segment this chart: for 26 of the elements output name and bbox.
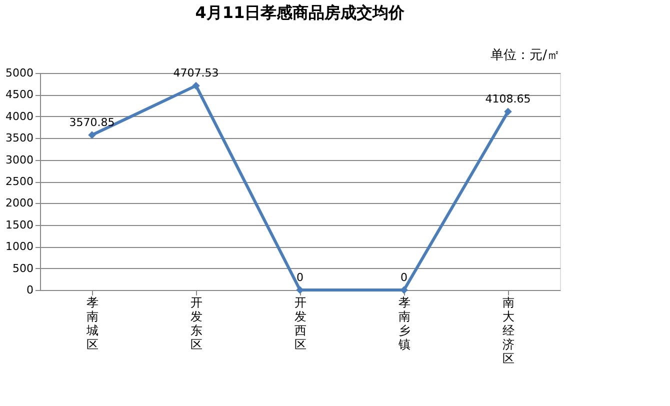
y-tick-label: 1000 [6, 240, 34, 254]
point [88, 131, 96, 139]
data-label: 4707.53 [173, 66, 219, 80]
x-tick-label: 孝南城区 [86, 296, 98, 352]
y-tick-label: 4500 [6, 88, 34, 102]
text: 单位：元/㎡ [490, 48, 560, 63]
y-tick-label: 2000 [6, 196, 34, 210]
point [504, 108, 512, 116]
y-tick-label: 3500 [6, 132, 34, 145]
y-tick-label: 1500 [6, 218, 34, 232]
x-tick-label: 南大经济区 [502, 296, 514, 366]
chart-title: 4月11日孝感商品房成交均价 [195, 3, 406, 22]
y-tick-label: 0 [26, 284, 34, 296]
data-label: 0 [400, 271, 408, 284]
x-tick-label: 开发东区 [190, 296, 202, 352]
y-tick-label: 2500 [6, 175, 34, 188]
y-tick-label: 500 [12, 262, 34, 275]
x-tick-label: 孝南乡镇 [398, 296, 410, 352]
point [192, 82, 200, 90]
x-tick-label: 开发西区 [294, 296, 306, 352]
y-tick-label: 5000 [6, 66, 34, 80]
data-label: 3570.85 [69, 116, 115, 130]
y-tick-label: 3000 [6, 153, 34, 166]
data-label: 4108.65 [485, 92, 531, 106]
data-label: 0 [296, 271, 304, 284]
y-tick-label: 4000 [6, 110, 34, 123]
